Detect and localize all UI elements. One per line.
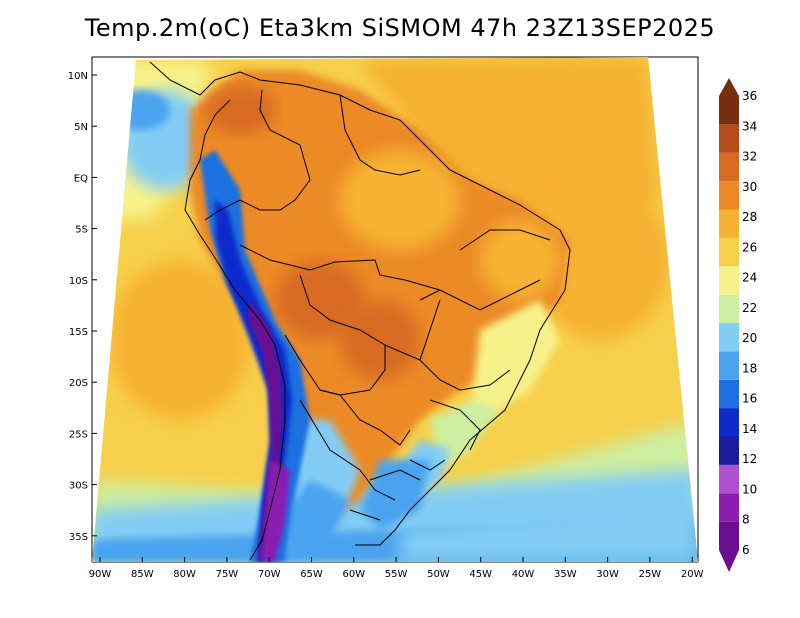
colorbar-segment — [719, 351, 739, 380]
colorbar-under-arrow — [719, 550, 739, 572]
lat-tick-label: 5S — [75, 225, 88, 236]
colorbar-segment — [719, 493, 739, 522]
lat-tick-label: 25S — [69, 429, 88, 440]
lon-tick-label: 60W — [342, 569, 365, 580]
lat-tick-label: 10N — [68, 71, 88, 82]
lon-tick-label: 50W — [427, 569, 450, 580]
colorbar-label: 32 — [742, 150, 757, 164]
longitude-axis: 90W 85W 80W 75W 70W 65W 60W 55W 50W 45W 40W 35W 30W 2… — [89, 557, 704, 580]
colorbar-segment — [719, 96, 739, 125]
colorbar-segment — [719, 294, 739, 323]
colorbar: 6 8 10 12 14 16 18 20 22 24 26 28 30 32 34 36 — [719, 78, 757, 572]
colorbar-segment — [719, 181, 739, 210]
lon-tick-label: 40W — [512, 569, 535, 580]
colorbar-label: 16 — [742, 392, 757, 406]
lon-tick-label: 70W — [258, 569, 281, 580]
colorbar-segment — [719, 152, 739, 182]
lon-tick-label: 25W — [639, 569, 662, 580]
colorbar-label: 18 — [742, 361, 757, 375]
lat-tick-label: 10S — [69, 276, 88, 287]
colorbar-segment — [719, 521, 739, 550]
colorbar-segment — [719, 323, 739, 352]
colorbar-label: 28 — [742, 210, 757, 224]
lon-tick-label: 55W — [385, 569, 408, 580]
colorbar-segment — [719, 464, 739, 494]
temperature-field — [92, 57, 698, 562]
colorbar-segment — [719, 266, 739, 295]
colorbar-segment — [719, 379, 739, 409]
colorbar-label: 10 — [742, 482, 757, 496]
lon-tick-label: 65W — [300, 569, 323, 580]
lon-tick-label: 20W — [681, 569, 704, 580]
colorbar-segment — [719, 124, 739, 153]
colorbar-label: 26 — [742, 240, 757, 254]
colorbar-segment — [719, 436, 739, 465]
colorbar-label: 24 — [742, 271, 757, 285]
colorbar-label: 12 — [742, 452, 757, 466]
colorbar-segment — [719, 237, 739, 267]
colorbar-segment — [719, 408, 739, 437]
lat-tick-label: EQ — [74, 173, 88, 184]
lon-tick-label: 80W — [173, 569, 196, 580]
colorbar-label: 20 — [742, 331, 757, 345]
lat-tick-label: 35S — [69, 532, 88, 543]
colorbar-label: 8 — [742, 513, 750, 527]
lat-tick-label: 20S — [69, 378, 88, 389]
lat-tick-label: 15S — [69, 327, 88, 338]
colorbar-label: 30 — [742, 180, 757, 194]
colorbar-label: 36 — [742, 89, 757, 103]
colorbar-label: 34 — [742, 119, 757, 133]
lon-tick-label: 90W — [89, 569, 112, 580]
lon-tick-label: 75W — [216, 569, 239, 580]
map-title: Temp.2m(oC) Eta3km SiSMOM 47h 23Z13SEP20… — [84, 14, 716, 42]
colorbar-over-arrow — [719, 78, 739, 96]
lon-tick-label: 85W — [131, 569, 154, 580]
colorbar-label: 14 — [742, 422, 757, 436]
country-boundaries — [149, 61, 571, 561]
lat-tick-label: 5N — [74, 122, 88, 133]
latitude-axis: 10N 5N EQ 5S 10S 15S 20S 25S 30S 35S — [68, 71, 97, 543]
colorbar-segment — [719, 209, 739, 238]
colorbar-label: 6 — [742, 543, 750, 557]
lat-tick-label: 30S — [69, 481, 88, 492]
colorbar-label: 22 — [742, 301, 757, 315]
lon-tick-label: 30W — [596, 569, 619, 580]
lon-tick-label: 35W — [554, 569, 577, 580]
lon-tick-label: 45W — [469, 569, 492, 580]
